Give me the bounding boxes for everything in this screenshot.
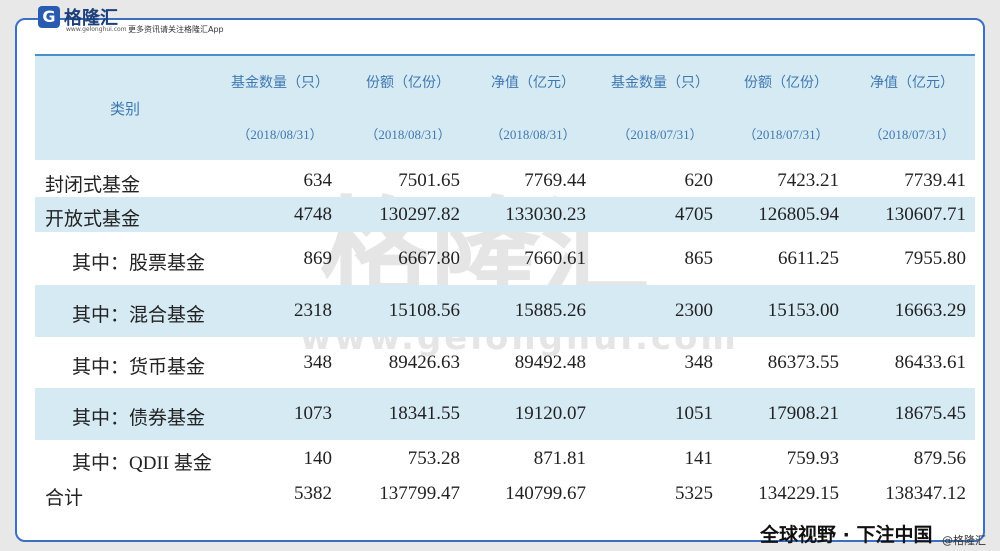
cell-value: 18675.45 bbox=[894, 403, 966, 424]
header-band bbox=[35, 56, 975, 160]
logo-text: 格隆汇 bbox=[64, 8, 118, 29]
cell-value: 7501.65 bbox=[398, 170, 460, 191]
cell-value: 1073 bbox=[294, 403, 332, 424]
row-label: 其中：债券基金 bbox=[72, 408, 206, 429]
cell-value: 6667.80 bbox=[398, 247, 460, 269]
cell-value: 134229.15 bbox=[758, 483, 839, 504]
cell-value: 869 bbox=[303, 247, 333, 269]
row-label: 其中：股票基金 bbox=[72, 252, 206, 274]
cell-value: 133030.23 bbox=[505, 203, 586, 225]
column-date: （2018/08/31） bbox=[237, 127, 323, 142]
cell-value: 17908.21 bbox=[767, 403, 839, 424]
column-header: 净值（亿元） bbox=[491, 76, 575, 91]
row-band bbox=[35, 197, 975, 232]
cell-value: 141 bbox=[684, 448, 714, 469]
cell-value: 6611.25 bbox=[777, 247, 839, 269]
cell-value: 16663.29 bbox=[894, 300, 966, 321]
cell-value: 2318 bbox=[294, 300, 332, 321]
cell-value: 634 bbox=[303, 170, 333, 191]
column-date: （2018/08/31） bbox=[365, 127, 451, 142]
header-slogan: 更多资讯请关注格隆汇App bbox=[128, 25, 224, 34]
cell-value: 753.28 bbox=[407, 448, 460, 469]
cell-value: 15153.00 bbox=[767, 300, 839, 321]
row-label: 封闭式基金 bbox=[45, 175, 141, 196]
cell-value: 130297.82 bbox=[379, 203, 460, 225]
row-label: 其中：货币基金 bbox=[72, 356, 206, 378]
cell-value: 89492.48 bbox=[514, 351, 586, 373]
cell-value: 620 bbox=[684, 170, 714, 191]
column-date: （2018/07/31） bbox=[743, 127, 829, 142]
cell-value: 7955.80 bbox=[904, 247, 966, 269]
cell-value: 15108.56 bbox=[388, 300, 460, 321]
cell-value: 5325 bbox=[675, 483, 713, 504]
column-date: （2018/07/31） bbox=[617, 127, 703, 142]
cell-value: 140799.67 bbox=[505, 483, 586, 504]
row-band bbox=[35, 285, 975, 337]
cell-value: 140 bbox=[303, 448, 333, 469]
footer-credit: @格隆汇 bbox=[942, 534, 986, 547]
cell-value: 138347.12 bbox=[885, 483, 966, 504]
column-date: （2018/08/31） bbox=[490, 127, 576, 142]
footer-slogan: 全球视野 · 下注中国 bbox=[760, 524, 933, 546]
cell-value: 2300 bbox=[675, 300, 713, 321]
row-label: 其中：QDII 基金 bbox=[72, 453, 212, 474]
cell-value: 86433.61 bbox=[894, 351, 966, 373]
cell-value: 126805.94 bbox=[758, 203, 839, 225]
column-header: 基金数量（只） bbox=[231, 76, 329, 91]
cell-value: 879.56 bbox=[913, 448, 966, 469]
cell-value: 19120.07 bbox=[514, 403, 586, 424]
cell-value: 7769.44 bbox=[524, 170, 586, 191]
column-date: （2018/07/31） bbox=[869, 127, 955, 142]
logo-site: www.gelonghui.com bbox=[66, 26, 127, 33]
cell-value: 1051 bbox=[675, 403, 713, 424]
cell-value: 7423.21 bbox=[777, 170, 839, 191]
row-label: 开放式基金 bbox=[45, 208, 141, 230]
cell-value: 4748 bbox=[294, 203, 332, 225]
cell-value: 130607.71 bbox=[885, 203, 966, 225]
cell-value: 89426.63 bbox=[388, 351, 460, 373]
column-header: 基金数量（只） bbox=[611, 76, 709, 91]
row-band bbox=[35, 388, 975, 440]
category-header: 类别 bbox=[110, 102, 141, 118]
row-label: 合计 bbox=[45, 488, 84, 509]
column-header: 份额（亿份） bbox=[366, 76, 450, 91]
column-header: 份额（亿份） bbox=[744, 76, 828, 91]
cell-value: 4705 bbox=[675, 203, 713, 225]
cell-value: 871.81 bbox=[533, 448, 586, 469]
cell-value: 18341.55 bbox=[388, 403, 460, 424]
cell-value: 15885.26 bbox=[514, 300, 586, 321]
cell-value: 348 bbox=[303, 351, 333, 373]
table-top-rule bbox=[35, 54, 975, 56]
cell-value: 5382 bbox=[294, 483, 332, 504]
column-header: 净值（亿元） bbox=[870, 76, 954, 91]
cell-value: 348 bbox=[684, 351, 714, 373]
cell-value: 137799.47 bbox=[379, 483, 460, 504]
cell-value: 865 bbox=[684, 247, 714, 269]
logo-icon: G bbox=[38, 6, 60, 28]
cell-value: 759.93 bbox=[786, 448, 839, 469]
cell-value: 7739.41 bbox=[904, 170, 966, 191]
row-label: 其中：混合基金 bbox=[72, 305, 206, 326]
cell-value: 7660.61 bbox=[524, 247, 586, 269]
cell-value: 86373.55 bbox=[767, 351, 839, 373]
